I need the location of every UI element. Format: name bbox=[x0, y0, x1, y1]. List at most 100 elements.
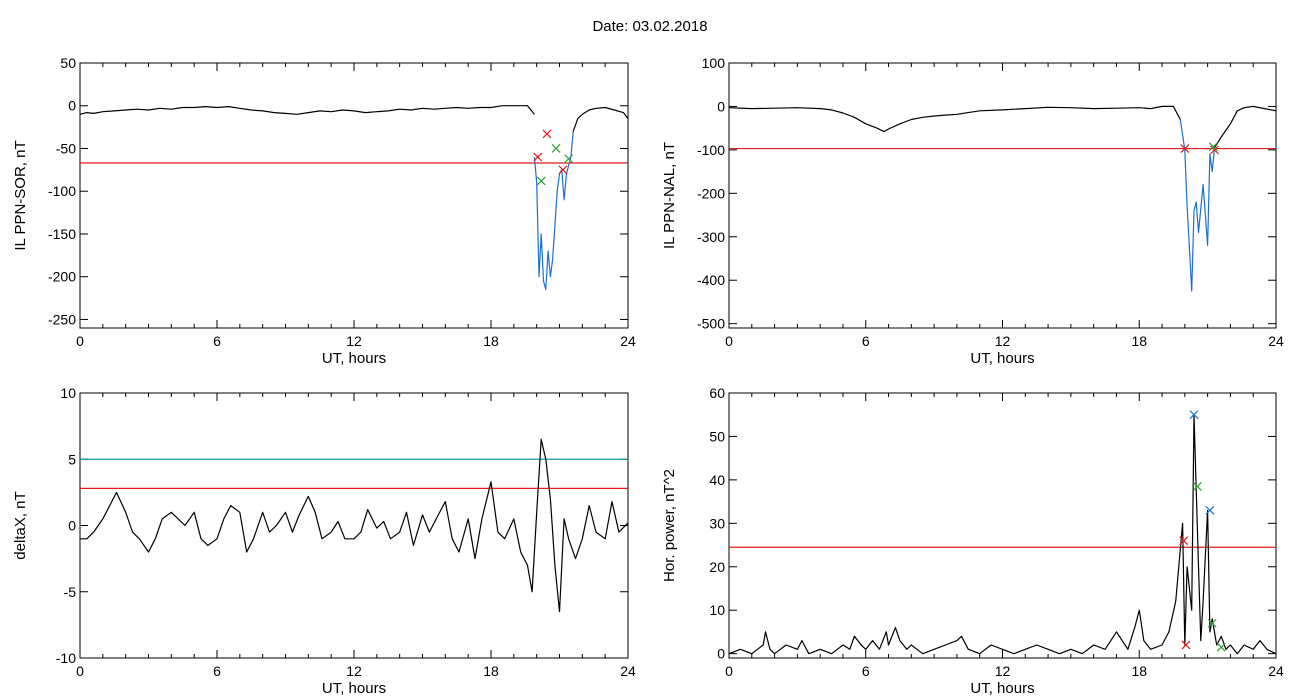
cross-stroke bbox=[1192, 481, 1202, 491]
y-axis-label: IL PPN-NAL, nT bbox=[661, 142, 678, 249]
x-tick-label: 0 bbox=[76, 333, 84, 349]
y-tick-label: -5 bbox=[64, 584, 77, 600]
y-tick-label: 30 bbox=[709, 515, 725, 531]
cross-marker bbox=[533, 152, 543, 162]
y-tick-label: 0 bbox=[717, 646, 725, 662]
cross-marker bbox=[564, 154, 574, 164]
series-line bbox=[80, 438, 629, 613]
series-line bbox=[728, 105, 1181, 133]
x-axis-label: UT, hours bbox=[322, 350, 386, 367]
cross-stroke bbox=[533, 152, 543, 162]
y-tick-label: 0 bbox=[68, 98, 76, 114]
cross-marker bbox=[536, 176, 546, 186]
panel-hor-power: 0 6 12 18 24 60 50 40 30 20 10 0 UT, hours Hor. power… bbox=[661, 385, 1284, 697]
x-axis-label: UT, hours bbox=[322, 680, 386, 697]
y-tick-label: -100 bbox=[697, 142, 725, 158]
cross-marker bbox=[558, 165, 568, 175]
x-tick-label: 0 bbox=[725, 333, 733, 349]
x-tick-label: 24 bbox=[1268, 663, 1284, 679]
series-line bbox=[533, 131, 574, 291]
cross-stroke bbox=[1210, 145, 1219, 155]
y-tick-label: 100 bbox=[702, 55, 726, 71]
x-tick-label: 0 bbox=[76, 663, 84, 679]
y-tick-label: -10 bbox=[56, 650, 76, 666]
cross-marker bbox=[1207, 618, 1217, 628]
series-line bbox=[728, 414, 1277, 655]
y-tick-label: 60 bbox=[709, 385, 725, 401]
x-tick-label: 18 bbox=[1131, 663, 1147, 679]
x-tick-label: 6 bbox=[213, 333, 221, 349]
y-tick-label: 50 bbox=[60, 55, 76, 71]
series-line bbox=[1179, 119, 1216, 292]
cross-stroke bbox=[1207, 618, 1217, 628]
panel-deltax: 0 6 12 18 24 10 5 0 -5 -10 UT, hours deltaX, nT bbox=[12, 385, 636, 697]
x-tick-label: 6 bbox=[862, 663, 870, 679]
y-tick-label: 40 bbox=[709, 472, 725, 488]
y-axis-label: deltaX, nT bbox=[12, 491, 29, 559]
plot-frame bbox=[79, 392, 629, 659]
y-tick-label: -200 bbox=[48, 269, 76, 285]
x-tick-label: 0 bbox=[725, 663, 733, 679]
x-tick-label: 12 bbox=[995, 333, 1011, 349]
x-tick-label: 24 bbox=[620, 333, 636, 349]
y-tick-label: -100 bbox=[48, 183, 76, 199]
y-tick-label: 20 bbox=[709, 559, 725, 575]
y-tick-label: -250 bbox=[48, 311, 76, 327]
y-tick-label: -500 bbox=[697, 316, 725, 332]
y-tick-label: 0 bbox=[68, 518, 76, 534]
x-tick-label: 6 bbox=[213, 663, 221, 679]
cross-marker bbox=[1180, 144, 1190, 154]
cross-stroke bbox=[1179, 536, 1189, 546]
x-tick-label: 12 bbox=[346, 333, 362, 349]
x-axis-label: UT, hours bbox=[970, 680, 1034, 697]
y-axis-label: IL PPN-SOR, nT bbox=[12, 140, 29, 250]
x-tick-label: 24 bbox=[1268, 333, 1284, 349]
cross-stroke bbox=[536, 176, 546, 186]
panel-il-ppn-sor: 0 6 12 18 24 50 0 -50 -100 -150 -200 -250 UT, hours I… bbox=[12, 55, 636, 367]
x-tick-label: 18 bbox=[1131, 333, 1147, 349]
cross-stroke bbox=[542, 129, 552, 139]
cross-marker bbox=[1205, 505, 1215, 515]
y-axis-label: Hor. power, nT^2 bbox=[661, 469, 678, 582]
plot-frame bbox=[728, 62, 1277, 329]
cross-marker bbox=[551, 144, 561, 153]
y-tick-label: 5 bbox=[68, 451, 76, 467]
cross-stroke bbox=[1180, 144, 1190, 154]
series-line bbox=[79, 105, 535, 115]
series-line bbox=[1213, 105, 1277, 149]
x-tick-label: 18 bbox=[483, 663, 499, 679]
cross-stroke bbox=[1208, 142, 1218, 152]
y-tick-label: 10 bbox=[709, 602, 725, 618]
y-tick-label: -150 bbox=[48, 226, 76, 242]
cross-marker bbox=[542, 129, 552, 139]
cross-marker bbox=[1216, 642, 1226, 652]
cross-marker bbox=[1189, 410, 1199, 420]
y-tick-label: -200 bbox=[697, 185, 725, 201]
series-line bbox=[572, 106, 629, 132]
cross-stroke bbox=[1189, 410, 1199, 420]
x-tick-label: 18 bbox=[483, 333, 499, 349]
cross-marker bbox=[1210, 145, 1219, 155]
cross-marker bbox=[1192, 481, 1202, 491]
cross-stroke bbox=[1181, 640, 1191, 650]
panel-il-ppn-nal: 0 6 12 18 24 100 0 -100 -200 -300 -400 -500 UT, hour… bbox=[661, 55, 1284, 367]
y-tick-label: -300 bbox=[697, 229, 725, 245]
y-tick-label: -50 bbox=[56, 140, 76, 156]
cross-stroke bbox=[1216, 642, 1226, 652]
x-tick-label: 24 bbox=[620, 663, 636, 679]
x-tick-label: 12 bbox=[995, 663, 1011, 679]
cross-marker bbox=[1179, 536, 1189, 546]
y-tick-label: 0 bbox=[717, 98, 725, 114]
x-tick-label: 6 bbox=[862, 333, 870, 349]
x-tick-label: 12 bbox=[346, 663, 362, 679]
y-tick-label: -400 bbox=[697, 272, 725, 288]
page-title: Date: 03.02.2018 bbox=[592, 18, 708, 35]
x-axis-label: UT, hours bbox=[970, 350, 1034, 367]
cross-stroke bbox=[564, 154, 574, 164]
y-tick-label: 10 bbox=[60, 385, 76, 401]
cross-marker bbox=[1208, 142, 1218, 152]
y-tick-label: 50 bbox=[709, 428, 725, 444]
cross-stroke bbox=[551, 144, 561, 153]
cross-stroke bbox=[558, 165, 568, 175]
